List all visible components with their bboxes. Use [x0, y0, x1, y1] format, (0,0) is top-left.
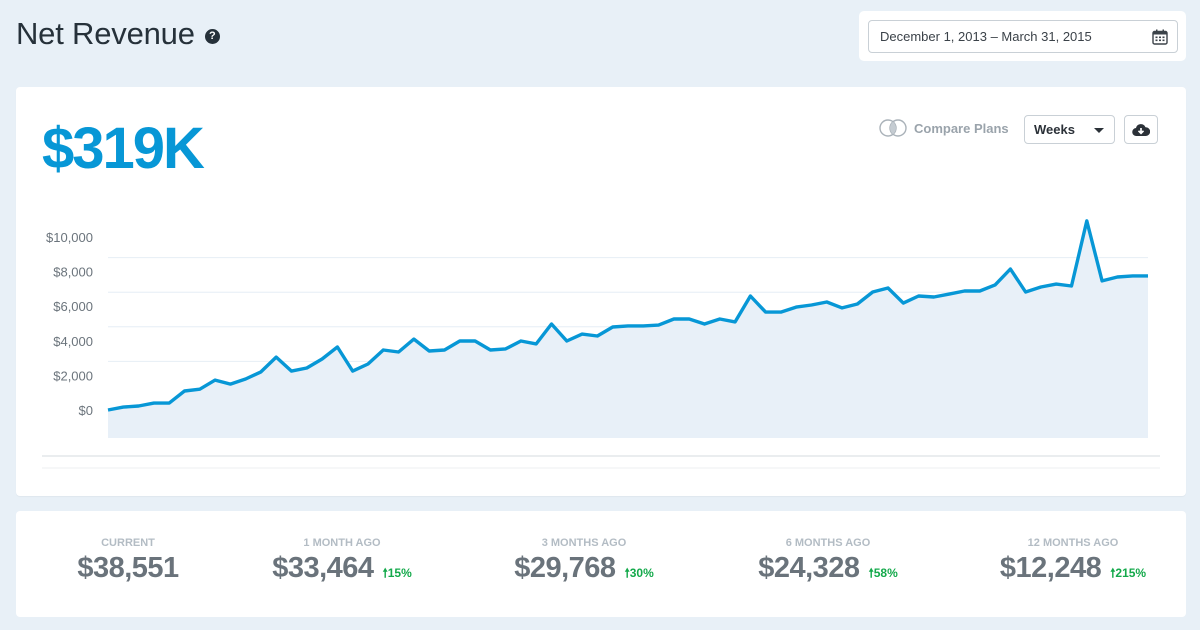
- svg-text:$2,000: $2,000: [53, 368, 93, 383]
- revenue-chart-card: $319K Compare Plans Weeks $10,000 $8,000 $…: [16, 87, 1186, 496]
- date-range-picker[interactable]: December 1, 2013 – March 31, 2015: [868, 20, 1178, 53]
- compare-plans-label: Compare Plans: [914, 120, 1009, 136]
- stats-card: CURRENT $38,551 1 MONTH AGO $33,464 🠕15%…: [16, 511, 1186, 617]
- svg-text:$8,000: $8,000: [53, 265, 93, 280]
- cloud-download-icon: [1132, 123, 1150, 136]
- stat-value: $33,464: [272, 552, 374, 584]
- help-icon[interactable]: ?: [204, 28, 220, 44]
- stat-change: 🠕30%: [624, 566, 654, 580]
- stat-3-months-ago: 3 MONTHS AGO $29,768 🠕30%: [482, 537, 686, 585]
- stat-current: CURRENT $38,551: [68, 537, 188, 585]
- venn-circles-icon: [879, 119, 907, 137]
- svg-text:$10,000: $10,000: [46, 230, 93, 245]
- stat-change: 🠕15%: [382, 566, 412, 580]
- date-range-container: December 1, 2013 – March 31, 2015: [859, 11, 1186, 61]
- arrow-up-icon: 🠕: [382, 566, 388, 580]
- stat-change: 🠕58%: [868, 566, 898, 580]
- page-title-text: Net Revenue: [16, 16, 195, 51]
- date-range-text: December 1, 2013 – March 31, 2015: [880, 29, 1092, 44]
- stat-label: 3 MONTHS AGO: [541, 537, 627, 549]
- svg-text:$0: $0: [79, 403, 93, 418]
- stat-value: $24,328: [758, 552, 860, 584]
- stat-12-months-ago: 12 MONTHS AGO $12,248 🠕215%: [966, 537, 1180, 585]
- calendar-icon[interactable]: [1152, 29, 1168, 45]
- period-selected-value: Weeks: [1034, 122, 1075, 137]
- stat-6-months-ago: 6 MONTHS AGO $24,328 🠕58%: [726, 537, 930, 585]
- stat-label: 6 MONTHS AGO: [785, 537, 871, 549]
- arrow-up-icon: 🠕: [868, 566, 874, 580]
- revenue-line: [107, 219, 1148, 412]
- arrow-up-icon: 🠕: [1110, 566, 1116, 580]
- chevron-down-icon: [1094, 128, 1104, 133]
- total-revenue: $319K: [42, 116, 205, 181]
- stat-label: 12 MONTHS AGO: [1027, 537, 1119, 549]
- stat-label: 1 MONTH AGO: [303, 537, 381, 549]
- svg-text:$6,000: $6,000: [53, 299, 93, 314]
- revenue-area: [108, 220, 1148, 438]
- stat-value: $29,768: [514, 552, 616, 584]
- stat-label: CURRENT: [101, 537, 155, 549]
- stat-value: $12,248: [999, 552, 1102, 584]
- stat-value: $38,551: [77, 552, 179, 584]
- revenue-line-chart: $10,000 $8,000 $6,000 $4,000 $2,000 $0: [42, 219, 1160, 469]
- stat-1-month-ago: 1 MONTH AGO $33,464 🠕15%: [240, 537, 444, 585]
- svg-text:$4,000: $4,000: [53, 334, 93, 349]
- download-button[interactable]: [1124, 115, 1158, 144]
- y-axis-labels: $10,000 $8,000 $6,000 $4,000 $2,000 $0: [46, 230, 93, 418]
- period-select[interactable]: Weeks: [1024, 115, 1115, 144]
- page-title: Net Revenue ?: [16, 16, 220, 52]
- arrow-up-icon: 🠕: [624, 566, 630, 580]
- compare-plans-toggle[interactable]: Compare Plans: [878, 119, 1009, 137]
- stat-change: 🠕215%: [1110, 566, 1147, 580]
